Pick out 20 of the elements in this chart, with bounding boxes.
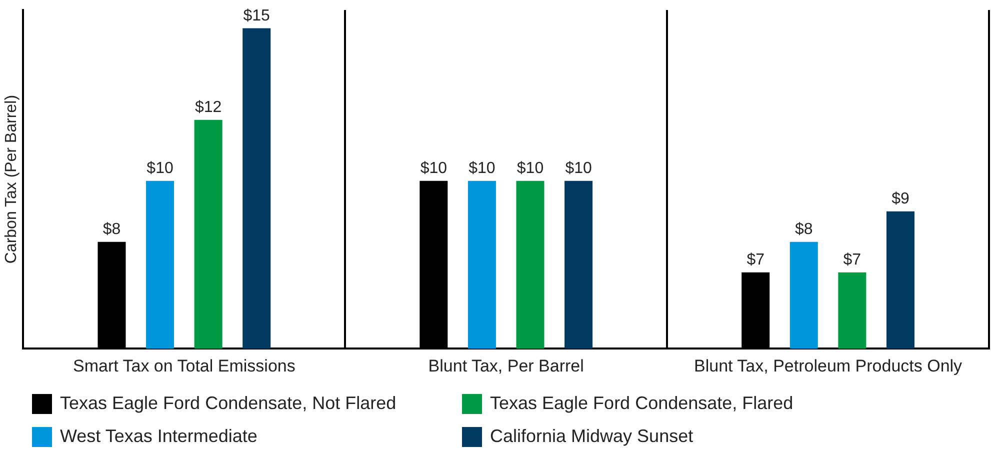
data-label: $7 bbox=[746, 252, 765, 269]
data-label: $10 bbox=[516, 160, 544, 178]
data-label: $12 bbox=[194, 99, 222, 116]
data-label: $7 bbox=[843, 252, 862, 269]
y-axis-title: Carbon Tax (Per Barrel) bbox=[3, 94, 20, 264]
data-label: $10 bbox=[565, 160, 592, 178]
legend-label: Texas Eagle Ford Condensate, Flared bbox=[490, 393, 794, 414]
legend-label: West Texas Intermediate bbox=[60, 426, 258, 447]
x-tick-label: Blunt Tax, Petroleum Products Only bbox=[694, 356, 963, 376]
data-label: $8 bbox=[102, 221, 121, 238]
data-label: $10 bbox=[146, 160, 174, 178]
data-label: $15 bbox=[243, 8, 270, 25]
legend-label: California Midway Sunset bbox=[490, 426, 694, 447]
data-label: $10 bbox=[420, 160, 448, 178]
x-tick-label: Smart Tax on Total Emissions bbox=[72, 356, 296, 376]
x-tick-label: Blunt Tax, Per Barrel bbox=[428, 356, 584, 376]
legend-label: Texas Eagle Ford Condensate, Not Flared bbox=[60, 393, 396, 414]
data-label: $9 bbox=[892, 190, 910, 208]
data-label: $8 bbox=[794, 221, 813, 238]
data-label: $10 bbox=[468, 160, 496, 178]
